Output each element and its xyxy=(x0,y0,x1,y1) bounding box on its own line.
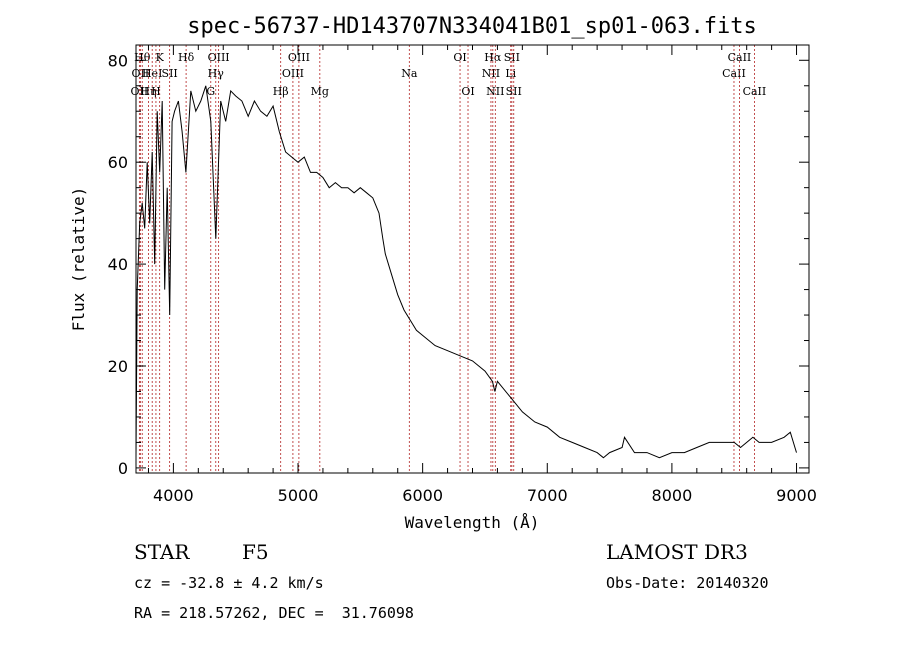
spectral-line-label-27: CaII xyxy=(743,85,767,98)
axis-ticks: 4000 5000 6000 7000 8000 9000 0 20 40 60 80 xyxy=(108,45,817,505)
y-tick-label-3: 60 xyxy=(108,153,128,172)
redshift-cz: cz = -32.8 ± 4.2 km/s xyxy=(134,574,324,592)
spectral-line-label-6: K xyxy=(156,51,165,64)
spectral-line-label-16: Na xyxy=(401,67,418,80)
x-tick-label-0: 4000 xyxy=(153,486,194,505)
x-tick-label-2: 6000 xyxy=(402,486,443,505)
spectral-line-label-19: NII xyxy=(482,67,500,80)
spectral-line-label-0: OII xyxy=(131,85,149,98)
y-tick-label-2: 40 xyxy=(108,255,128,274)
spectral-line-label-21: NII xyxy=(486,85,504,98)
spectral-line-label-22: Li xyxy=(505,67,516,80)
y-tick-label-0: 0 xyxy=(118,459,128,478)
spectral-line-label-23: SII xyxy=(504,51,520,64)
survey-name: LAMOST DR3 xyxy=(606,540,748,564)
object-class: STAR xyxy=(134,540,190,564)
spectral-line-label-14: OIII xyxy=(288,51,310,64)
spectral-line-label-12: Hβ xyxy=(273,85,289,98)
spectral-line-label-15: Mg xyxy=(311,85,329,98)
y-tick-label-1: 20 xyxy=(108,357,128,376)
spectral-line-label-25: CaII xyxy=(722,67,746,80)
x-tick-label-4: 8000 xyxy=(652,486,693,505)
spectrum-series xyxy=(135,85,797,459)
observation-date: Obs-Date: 20140320 xyxy=(606,574,769,592)
spectral-line-label-9: G xyxy=(206,85,215,98)
spectral-line-label-26: CaII xyxy=(728,51,752,64)
x-tick-label-5: 9000 xyxy=(776,486,817,505)
spectral-line-label-18: OI xyxy=(461,85,474,98)
spectral-line-label-4: HeI xyxy=(142,67,162,80)
chart-title: spec-56737-HD143707N334041B01_sp01-063.f… xyxy=(187,14,757,39)
coordinates: RA = 218.57262, DEC = 31.76098 xyxy=(134,604,414,622)
x-tick-label-3: 7000 xyxy=(527,486,568,505)
spectral-line-label-10: Hγ xyxy=(208,67,225,80)
spectral-line-label-7: SII xyxy=(162,67,178,80)
spectral-line-label-8: Hδ xyxy=(178,51,195,64)
spectral-line-label-24: SII xyxy=(506,85,522,98)
y-axis-label: Flux (relative) xyxy=(69,187,88,332)
spectral-line-label-11: OIII xyxy=(208,51,230,64)
spectral-line-markers: OIIOIIHθHηHeIHKSIIHδGHγOIIIHβOIIIOIIIMgN… xyxy=(131,45,767,473)
spectral-line-label-13: OIII xyxy=(282,67,304,80)
spectrum-line-0 xyxy=(135,85,797,459)
plot-frame xyxy=(135,44,810,474)
object-subclass: F5 xyxy=(242,540,269,564)
y-tick-label-4: 80 xyxy=(108,51,128,70)
spectral-line-label-20: Hα xyxy=(484,51,502,64)
spectral-line-label-17: OI xyxy=(453,51,466,64)
spectral-line-label-5: H xyxy=(151,85,161,98)
x-tick-label-1: 5000 xyxy=(278,486,319,505)
x-axis-label: Wavelength (Å) xyxy=(405,513,540,532)
